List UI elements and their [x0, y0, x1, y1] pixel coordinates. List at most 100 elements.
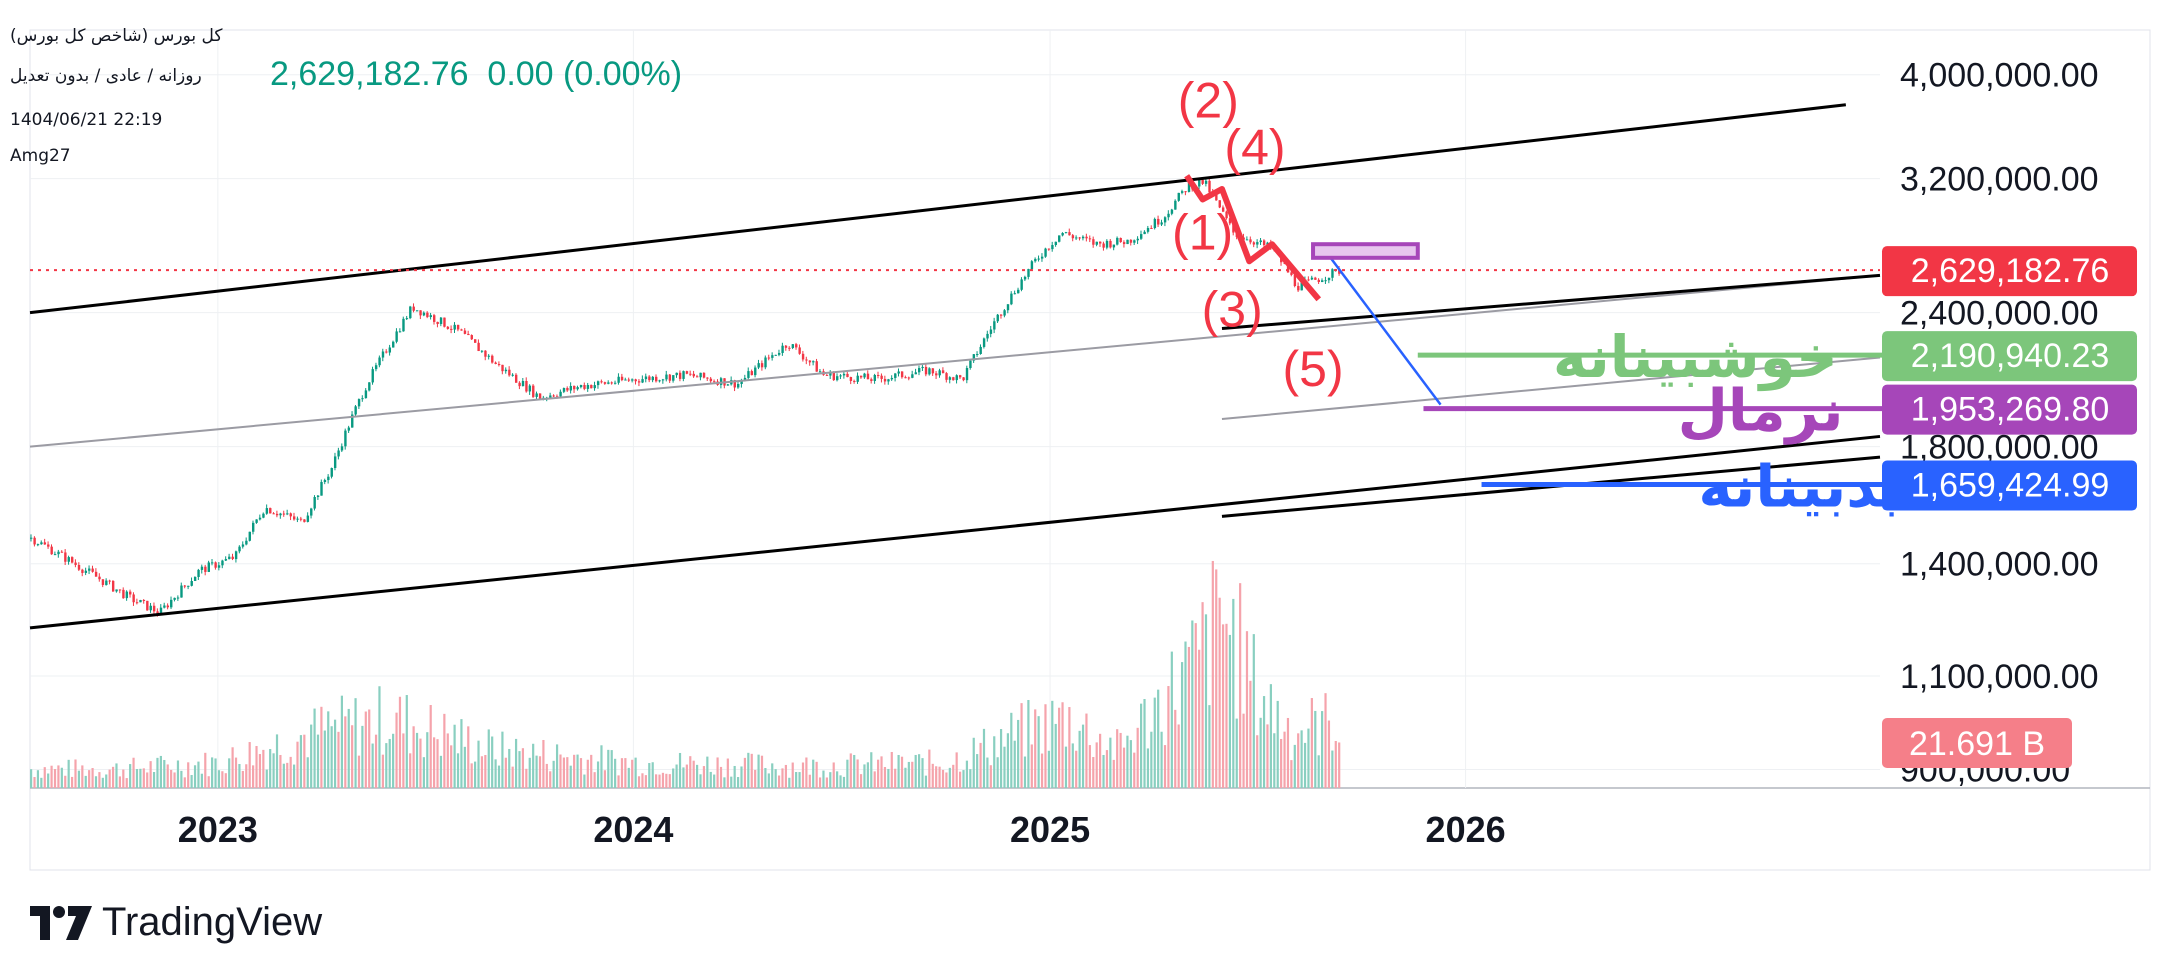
candle-body [484, 350, 487, 357]
volume-bar [265, 769, 268, 788]
candle-body [514, 374, 518, 383]
x-tick-label: 2023 [178, 809, 258, 850]
volume-bar [1020, 703, 1023, 788]
candle-body [183, 585, 187, 587]
candle-body [617, 376, 620, 383]
volume-bar [1122, 747, 1126, 788]
candle-body [306, 515, 310, 522]
candle-body [1198, 179, 1201, 187]
volume-bar [1180, 662, 1184, 788]
candle-body [1293, 274, 1297, 287]
volume-bar [1054, 723, 1057, 788]
volume-bar [333, 719, 337, 788]
candle-body [224, 559, 228, 561]
target-zone-box [1311, 242, 1420, 260]
volume-bar [1068, 707, 1071, 788]
volume-bar [470, 763, 473, 788]
volume-bar [730, 776, 733, 788]
volume-bar [292, 764, 296, 788]
last-price-label: 2,629,182.76 [1911, 252, 2110, 290]
candle-body [187, 585, 190, 587]
candle-body [1017, 289, 1020, 294]
candle-body [1088, 238, 1092, 240]
scenario-name: نرمال [1678, 379, 1844, 446]
candle-body [269, 508, 272, 514]
volume-bar [204, 752, 207, 788]
volume-bar [900, 756, 904, 788]
candle-body [836, 376, 839, 381]
candle-body [863, 373, 866, 378]
candle-body [805, 359, 808, 361]
candle-body [422, 312, 426, 316]
volume-bar [648, 763, 651, 788]
volume-bar [320, 706, 323, 788]
volume-bar [832, 762, 835, 788]
volume-bar [1037, 716, 1040, 788]
volume-bar [685, 764, 688, 788]
candle-body [36, 544, 40, 546]
volume-bar [74, 759, 77, 788]
volume-bar [296, 741, 299, 788]
volume-bar [774, 769, 777, 788]
candle-body [1061, 232, 1064, 236]
candle-body [1109, 240, 1112, 248]
candle-body [890, 377, 894, 380]
volume-bar [149, 761, 152, 788]
candle-body [1081, 236, 1085, 239]
scenario-name: خوشبینانه [1553, 325, 1838, 392]
candle-body [989, 329, 993, 334]
volume-bar [736, 777, 740, 788]
candle-body [491, 355, 494, 363]
candle-body [1126, 239, 1129, 245]
candle-body [364, 390, 368, 399]
candle-body [108, 580, 111, 582]
candle-body [658, 380, 661, 382]
volume-bar [750, 753, 753, 788]
candle-body [443, 317, 446, 327]
elliott-wave-path [1184, 174, 1322, 302]
y-tick-label: 1,400,000.00 [1900, 546, 2099, 584]
candle-body [999, 314, 1003, 316]
volume-bar [958, 771, 962, 788]
volume-bar [77, 770, 81, 788]
volume-bar [1239, 583, 1242, 788]
trendline-channel-top [29, 103, 1847, 315]
candle-body [299, 518, 303, 520]
volume-bar [897, 754, 900, 788]
volume-bar [651, 762, 654, 788]
candle-body [1252, 242, 1256, 245]
volume-bar [211, 757, 214, 788]
volume-bar [907, 761, 910, 788]
volume-bar [631, 759, 634, 788]
volume-bar [340, 695, 343, 788]
volume-bar [784, 764, 787, 788]
candle-body [426, 312, 429, 318]
volume-bar [289, 756, 292, 788]
volume-bar [549, 771, 552, 788]
candle-body [702, 372, 706, 378]
candle-body [870, 379, 873, 381]
volume-bar [200, 773, 203, 788]
candle-body [316, 495, 320, 497]
volume-bar [562, 757, 565, 788]
volume-bar [409, 753, 412, 788]
volume-bar [176, 760, 180, 788]
candle-body [976, 353, 979, 355]
candle-body [808, 360, 812, 363]
candle-body [1133, 240, 1136, 243]
candle-body [1167, 213, 1170, 218]
candle-body [566, 388, 569, 391]
volume-bar [518, 751, 521, 788]
volume-bar [139, 768, 142, 788]
volume-bar [111, 766, 115, 788]
candle-body [535, 393, 538, 397]
volume-bar [388, 738, 391, 788]
candle-body [508, 369, 511, 376]
volume-bar [1310, 698, 1313, 788]
volume-bar [999, 729, 1003, 788]
candle-body [1317, 279, 1320, 282]
candle-body [180, 585, 183, 598]
candle-body [497, 364, 501, 366]
volume-bar [699, 774, 702, 788]
candle-body [258, 517, 262, 520]
